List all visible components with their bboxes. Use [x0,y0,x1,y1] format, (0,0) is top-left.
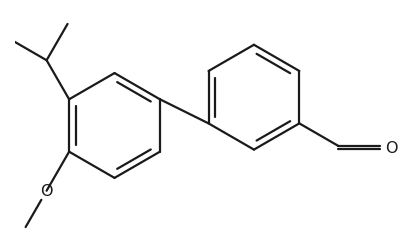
Text: O: O [40,183,53,198]
Text: O: O [385,140,397,155]
